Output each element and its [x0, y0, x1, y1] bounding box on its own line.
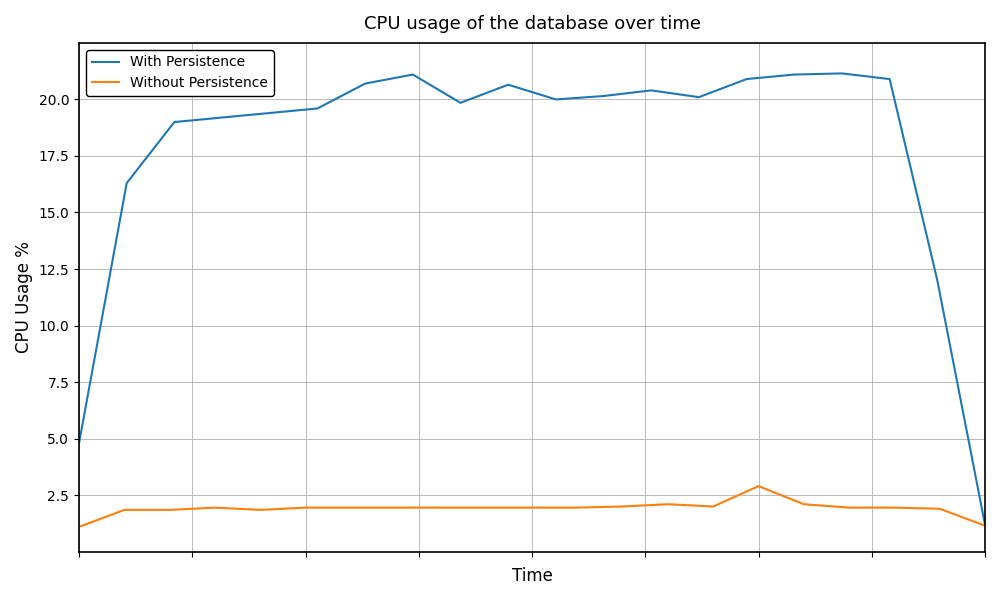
- Without Persistence: [934, 505, 946, 512]
- Without Persistence: [300, 504, 312, 511]
- Without Persistence: [435, 504, 447, 511]
- With Persistence: [168, 118, 180, 125]
- Without Persistence: [888, 504, 900, 511]
- With Persistence: [788, 71, 800, 78]
- With Persistence: [121, 179, 133, 187]
- Without Persistence: [118, 506, 130, 514]
- With Persistence: [359, 80, 371, 87]
- Without Persistence: [798, 500, 810, 508]
- Without Persistence: [73, 523, 85, 530]
- With Persistence: [931, 277, 943, 284]
- Without Persistence: [707, 503, 719, 510]
- Without Persistence: [843, 504, 855, 511]
- Without Persistence: [164, 506, 176, 514]
- With Persistence: [598, 92, 610, 100]
- With Persistence: [454, 99, 466, 106]
- With Persistence: [264, 109, 276, 116]
- With Persistence: [979, 521, 991, 528]
- Without Persistence: [571, 504, 583, 511]
- Without Persistence: [662, 500, 674, 508]
- Without Persistence: [617, 503, 629, 510]
- With Persistence: [216, 114, 228, 121]
- With Persistence: [73, 440, 85, 447]
- Without Persistence: [345, 504, 357, 511]
- Without Persistence: [979, 522, 991, 529]
- Title: CPU usage of the database over time: CPU usage of the database over time: [364, 15, 701, 33]
- Legend: With Persistence, Without Persistence: With Persistence, Without Persistence: [86, 50, 274, 96]
- Without Persistence: [481, 504, 493, 511]
- With Persistence: [550, 96, 562, 103]
- With Persistence: [884, 76, 896, 83]
- Without Persistence: [390, 504, 402, 511]
- Without Persistence: [209, 504, 221, 511]
- With Persistence: [502, 81, 514, 88]
- Without Persistence: [254, 506, 266, 514]
- With Persistence: [311, 105, 323, 112]
- Without Persistence: [753, 482, 765, 490]
- With Persistence: [693, 94, 705, 101]
- With Persistence: [741, 76, 753, 83]
- With Persistence: [407, 71, 419, 78]
- With Persistence: [836, 70, 848, 77]
- Line: Without Persistence: Without Persistence: [79, 486, 985, 527]
- With Persistence: [645, 87, 657, 94]
- Y-axis label: CPU Usage %: CPU Usage %: [15, 241, 33, 353]
- X-axis label: Time: Time: [512, 567, 552, 585]
- Without Persistence: [526, 504, 538, 511]
- Line: With Persistence: With Persistence: [79, 73, 985, 524]
